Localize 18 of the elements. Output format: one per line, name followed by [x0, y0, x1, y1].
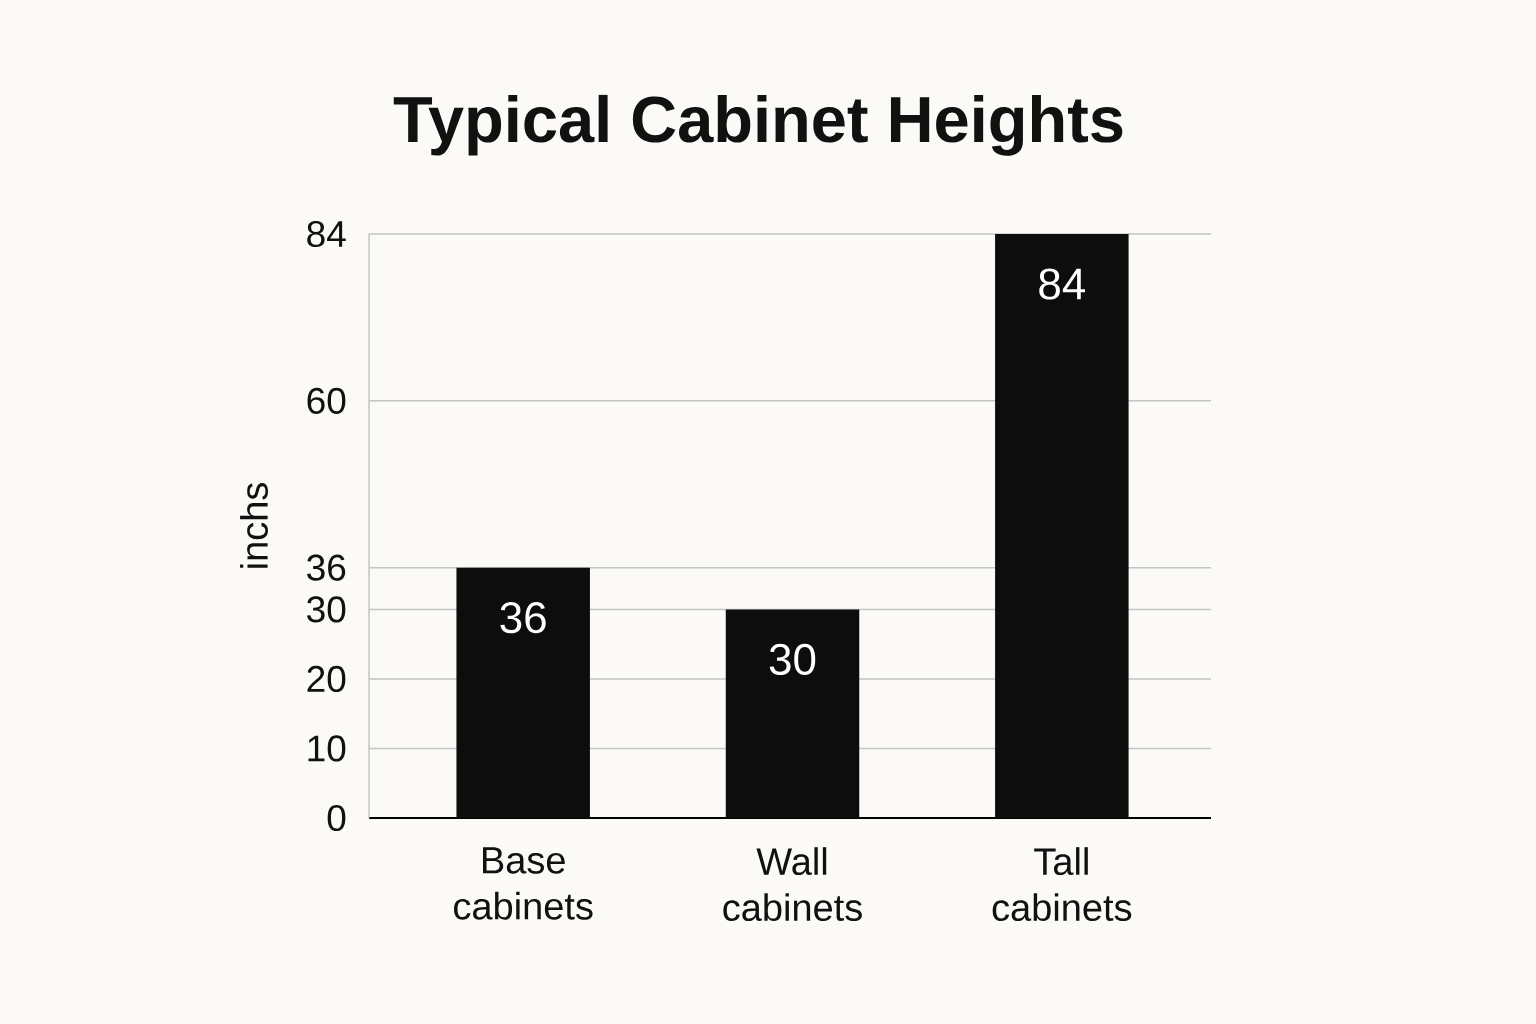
y-tick-label: 30	[307, 596, 346, 623]
y-tick-label: 36	[307, 554, 346, 581]
y-tick-label: 0	[327, 804, 346, 832]
x-tick-label: Base cabinets	[454, 847, 593, 920]
data-label: 84	[1039, 268, 1086, 300]
bar	[995, 233, 1129, 818]
y-tick-label: 10	[308, 735, 346, 762]
y-tick-label: 20	[307, 665, 346, 693]
x-tick-label: Tall cabinets	[992, 847, 1132, 922]
y-tick-label: 84	[307, 220, 346, 248]
data-label: 30	[769, 643, 816, 675]
x-tick-label: Wall cabinets	[723, 847, 862, 922]
bar	[456, 567, 590, 818]
chart-title: Typical Cabinet Heights	[393, 94, 1123, 156]
data-label: 36	[500, 602, 546, 634]
y-tick-label: 60	[307, 387, 346, 414]
bar	[725, 609, 860, 818]
y-axis-title: inchs	[240, 483, 268, 568]
